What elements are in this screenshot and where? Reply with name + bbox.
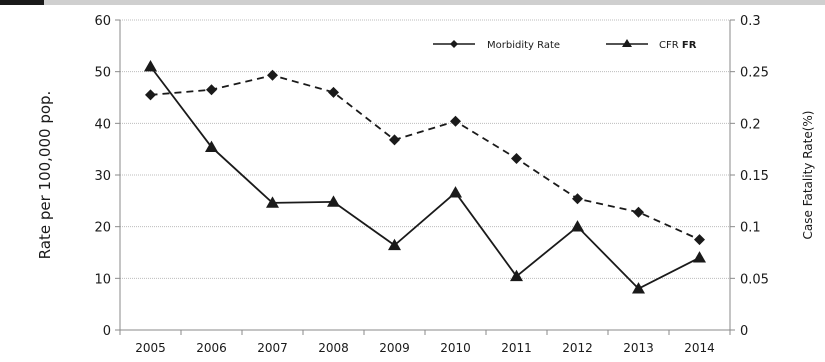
data-point-triangle bbox=[693, 251, 706, 263]
legend-label-cfr-bold: FR bbox=[682, 40, 697, 51]
left-axis-tick-label: 50 bbox=[94, 66, 111, 81]
right-axis-title: Case Fatality Rate(%) bbox=[801, 111, 815, 240]
data-point-diamond bbox=[633, 206, 644, 218]
legend-label-cfr-main: CFR bbox=[659, 40, 682, 51]
legend-label-morbidity: Morbidity Rate bbox=[487, 40, 560, 51]
data-point-diamond bbox=[267, 69, 278, 81]
data-point-diamond bbox=[572, 193, 583, 205]
legend-label-cfr: CFR FR bbox=[659, 40, 697, 51]
data-point-diamond bbox=[145, 89, 156, 101]
x-axis-tick-label: 2012 bbox=[562, 341, 593, 355]
right-axis-tick-label: 0.3 bbox=[740, 14, 761, 29]
x-axis-tick-label: 2014 bbox=[684, 341, 715, 355]
right-axis-tick-label: 0.2 bbox=[740, 117, 761, 132]
x-axis-tick-label: 2008 bbox=[318, 341, 349, 355]
x-axis-tick-label: 2009 bbox=[379, 341, 410, 355]
left-axis-tick-label: 0 bbox=[103, 324, 111, 339]
data-point-diamond bbox=[511, 152, 522, 164]
data-point-triangle bbox=[266, 196, 279, 208]
x-axis-tick-label: 2011 bbox=[501, 341, 532, 355]
data-point-triangle bbox=[510, 269, 523, 282]
right-axis-tick-label: 0.25 bbox=[740, 66, 769, 81]
data-point-diamond bbox=[450, 115, 461, 127]
series-line bbox=[150, 74, 700, 241]
top-bar bbox=[0, 0, 825, 5]
x-axis-tick-label: 2006 bbox=[196, 341, 227, 355]
legend-marker-diamond bbox=[450, 40, 458, 48]
data-point-triangle bbox=[144, 60, 157, 72]
data-point-triangle bbox=[571, 220, 584, 232]
x-axis-tick-label: 2005 bbox=[135, 341, 166, 355]
right-axis-tick-label: 0.05 bbox=[740, 272, 769, 287]
left-axis-tick-label: 40 bbox=[94, 117, 111, 132]
data-point-diamond bbox=[389, 134, 400, 146]
left-axis-tick-label: 30 bbox=[94, 169, 111, 184]
data-point-diamond bbox=[206, 84, 217, 96]
data-point-triangle bbox=[388, 238, 401, 251]
data-point-triangle bbox=[449, 186, 462, 198]
legend-marker-triangle bbox=[622, 39, 632, 47]
data-point-triangle bbox=[327, 195, 340, 207]
left-axis-title: Rate per 100,000 pop. bbox=[36, 91, 54, 260]
x-axis-tick-label: 2010 bbox=[440, 341, 471, 355]
left-axis-tick-label: 60 bbox=[94, 14, 111, 29]
top-bar-accent bbox=[0, 0, 44, 5]
data-point-diamond bbox=[328, 86, 339, 98]
right-axis-tick-label: 0 bbox=[740, 324, 748, 339]
right-axis-tick-label: 0.1 bbox=[740, 221, 761, 236]
left-axis-tick-label: 10 bbox=[94, 272, 111, 287]
data-point-triangle bbox=[205, 140, 218, 152]
left-axis-tick-label: 20 bbox=[94, 221, 111, 236]
data-point-triangle bbox=[632, 282, 645, 294]
right-axis-tick-label: 0.15 bbox=[740, 169, 769, 184]
series-line bbox=[149, 65, 700, 290]
data-point-diamond bbox=[694, 234, 705, 246]
x-axis-tick-label: 2013 bbox=[623, 341, 654, 355]
x-axis-tick-label: 2007 bbox=[257, 341, 288, 355]
